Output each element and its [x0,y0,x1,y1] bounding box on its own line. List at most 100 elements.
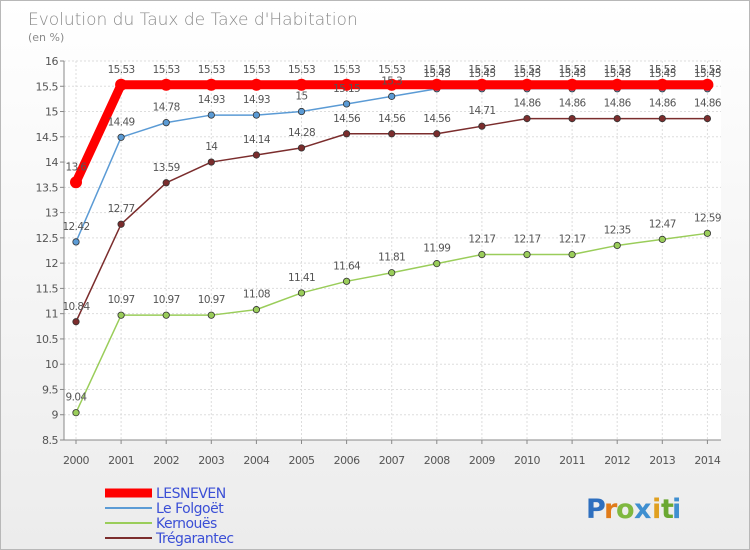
series-kernoues-label: 10.97 [198,294,225,306]
series-tregarantec-label: 12.77 [108,203,135,215]
series-tregarantec-point [433,130,441,138]
series-tregarantec-label: 14.56 [378,113,406,125]
series-tregarantec-point [342,130,351,138]
series-kernoues-point [297,289,306,297]
series-kernoues-label: 10.97 [153,294,180,306]
series-lesneven-point [656,78,669,91]
series-tregarantec-label: 14.86 [559,98,587,110]
series-le-folgoet-label: 14.93 [198,94,225,106]
series-lesneven-point [295,78,308,91]
series-lesneven-label: 15.53 [243,64,270,76]
logo-letter: i [672,494,681,525]
series-tregarantec-label: 14.86 [604,98,632,110]
x-tick-label: 2001 [108,454,134,467]
series-le-folgoet-label: 14.49 [108,116,135,128]
series-tregarantec-label: 14.71 [468,105,495,117]
x-tick-label: 2006 [334,454,360,467]
series-tregarantec-label: 14.28 [288,127,315,139]
series-le-folgoet-label: 14.78 [153,102,180,114]
series-kernoues-point [252,306,260,314]
series-le-folgoet-label: 15.45 [649,68,676,80]
series-lesneven-label: 15.53 [108,64,135,76]
y-tick-label: 8.5 [42,434,58,447]
plot-area [64,61,721,440]
x-tick-label: 2013 [649,454,675,467]
series-kernoues-point [342,277,351,285]
x-tick-label: 2008 [424,454,450,467]
series-lesneven-point [250,78,263,91]
series-le-folgoet-label: 12.42 [62,221,89,233]
logo-letter: r [604,494,618,525]
legend-label: Trégarantec [155,531,234,547]
series-lesneven-label: 15.53 [604,64,631,76]
y-tick-label: 10.5 [36,333,59,346]
series-tregarantec-label: 14.14 [243,134,271,146]
series-kernoues-point [207,311,215,319]
series-kernoues-label: 11.64 [333,260,361,272]
series-lesneven-point [430,78,443,91]
series-le-folgoet-point [388,92,396,100]
proxiti-logo: Pro x i ti [586,494,681,525]
series-le-folgoet-point [252,111,260,119]
series-lesneven-label: 15.53 [559,64,586,76]
series-kernoues-point [478,250,486,259]
y-tick-label: 12 [45,257,58,270]
series-tregarantec-label: 14 [205,141,218,153]
series-tregarantec-point [117,220,125,228]
series-le-folgoet-point [207,111,215,119]
logo-letter: P [586,494,606,525]
chart-title: Evolution du Taux de Taxe d'Habitation [28,10,358,30]
series-lesneven-point [475,78,488,91]
series-le-folgoet-point [342,100,351,108]
series-tregarantec-label: 14.56 [333,113,361,125]
series-le-folgoet-label: 15.45 [468,68,495,80]
x-tick-label: 2004 [243,454,269,467]
series-tregarantec-point [523,115,531,123]
series-kernoues-point [613,241,621,250]
legend-label: Kernouës [156,516,217,532]
series-le-folgoet-label: 15.3 [381,75,402,87]
series-tregarantec-point [613,115,621,123]
series-kernoues-label: 12.17 [513,234,540,246]
series-le-folgoet-point [72,238,80,246]
x-tick-label: 2000 [63,454,89,467]
series-tregarantec-point [568,115,576,123]
series-lesneven-label: 15.53 [468,64,495,76]
y-tick-label: 13 [45,207,58,220]
y-tick-label: 14 [45,156,58,169]
y-tick-label: 9 [52,409,59,422]
series-kernoues-label: 12.17 [468,234,495,246]
series-kernoues-label: 11.81 [378,252,405,264]
series-lesneven-point [160,78,173,91]
series-kernoues-label: 12.35 [604,224,631,236]
series-lesneven-label: 15.53 [288,64,315,76]
y-axis-unit: (en %) [28,31,64,44]
series-tregarantec-point [252,151,260,159]
y-tick-label: 15.5 [36,80,59,93]
series-le-folgoet-label: 15.45 [694,68,721,80]
series-tregarantec-label: 13.59 [153,162,180,174]
y-tick-label: 11 [45,308,58,321]
x-tick-label: 2003 [198,454,224,467]
series-kernoues-label: 12.59 [694,212,721,224]
series-le-folgoet-label: 14.93 [243,94,270,106]
series-le-folgoet-label: 15.45 [513,68,540,80]
axes: 8.5 9 9.5 10 10.5 11 11.5 12 12.5 13 13.5 14 14.5 15 1… [36,55,722,467]
series-lesneven-point [70,176,82,189]
x-tick-label: 2011 [559,454,585,467]
logo-letter: t [661,494,674,525]
series-tregarantec-label: 14.56 [423,113,451,125]
y-tick-label: 16 [45,55,58,68]
series-tregarantec-point [207,158,215,166]
series-kernoues-label: 12.47 [649,218,676,230]
series-lesneven-label: 15.53 [153,64,180,76]
series-lesneven-point [521,78,533,91]
series-kernoues-point [117,311,125,319]
y-tick-label: 14.5 [36,131,59,144]
series-le-folgoet-label: 15.45 [559,68,586,80]
y-tick-label: 13.5 [36,181,59,194]
x-tick-label: 2005 [289,454,315,467]
series-kernoues-point [388,269,396,277]
series-le-folgoet-label: 15.15 [333,83,360,95]
